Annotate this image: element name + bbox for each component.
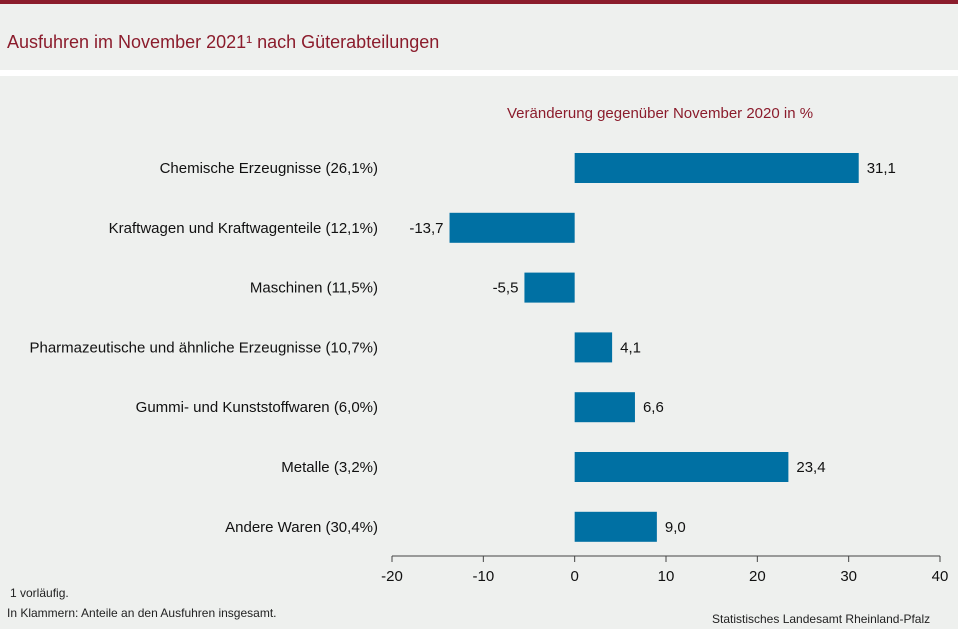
category-label: Maschinen (11,5%) [250, 280, 378, 297]
data-label: -5,5 [493, 280, 519, 297]
bar [574, 332, 613, 363]
footnote-shares: In Klammern: Anteile an den Ausfuhren in… [7, 606, 277, 620]
category-label: Gummi- und Kunststoffwaren (6,0%) [136, 399, 378, 416]
chart-title: Ausfuhren im November 2021¹ nach Güterab… [7, 32, 440, 52]
x-tick-label: 20 [749, 568, 766, 585]
chart-subtitle: Veränderung gegenüber November 2020 in % [507, 105, 814, 122]
category-label: Kraftwagen und Kraftwagenteile (12,1%) [109, 220, 378, 237]
x-axis: -20 -10 0 10 20 30 40 [381, 555, 949, 585]
data-label: -13,7 [409, 220, 443, 237]
bar [574, 511, 657, 542]
bar [574, 392, 635, 423]
category-label: Andere Waren (30,4%) [225, 519, 378, 536]
x-tick-label: 40 [932, 568, 949, 585]
bar [574, 153, 859, 183]
top-rule [0, 0, 958, 4]
data-label: 23,4 [796, 459, 825, 476]
bars-layer: Chemische Erzeugnisse (26,1%) 31,1 Kraftwa… [29, 153, 896, 542]
x-tick-label: -10 [472, 568, 494, 585]
x-tick-label: 0 [570, 568, 578, 585]
source-credit: Statistisches Landesamt Rheinland-Pfalz [712, 612, 931, 626]
data-label: 31,1 [867, 160, 896, 177]
category-label: Pharmazeutische und ähnliche Erzeugnisse… [29, 339, 378, 356]
x-tick-label: 10 [658, 568, 675, 585]
x-tick-label: 30 [840, 568, 857, 585]
header-separator [0, 70, 958, 76]
bar [574, 452, 789, 482]
x-tick-label: -20 [381, 568, 403, 585]
footnote-provisional: 1 vorläufig. [10, 586, 69, 600]
bar [449, 212, 575, 243]
category-label: Chemische Erzeugnisse (26,1%) [160, 160, 378, 177]
data-label: 9,0 [665, 519, 686, 536]
data-label: 4,1 [620, 339, 641, 356]
category-label: Metalle (3,2%) [281, 459, 378, 476]
bar [524, 272, 575, 303]
data-label: 6,6 [643, 399, 664, 416]
header: Ausfuhren im November 2021¹ nach Güterab… [0, 4, 958, 74]
